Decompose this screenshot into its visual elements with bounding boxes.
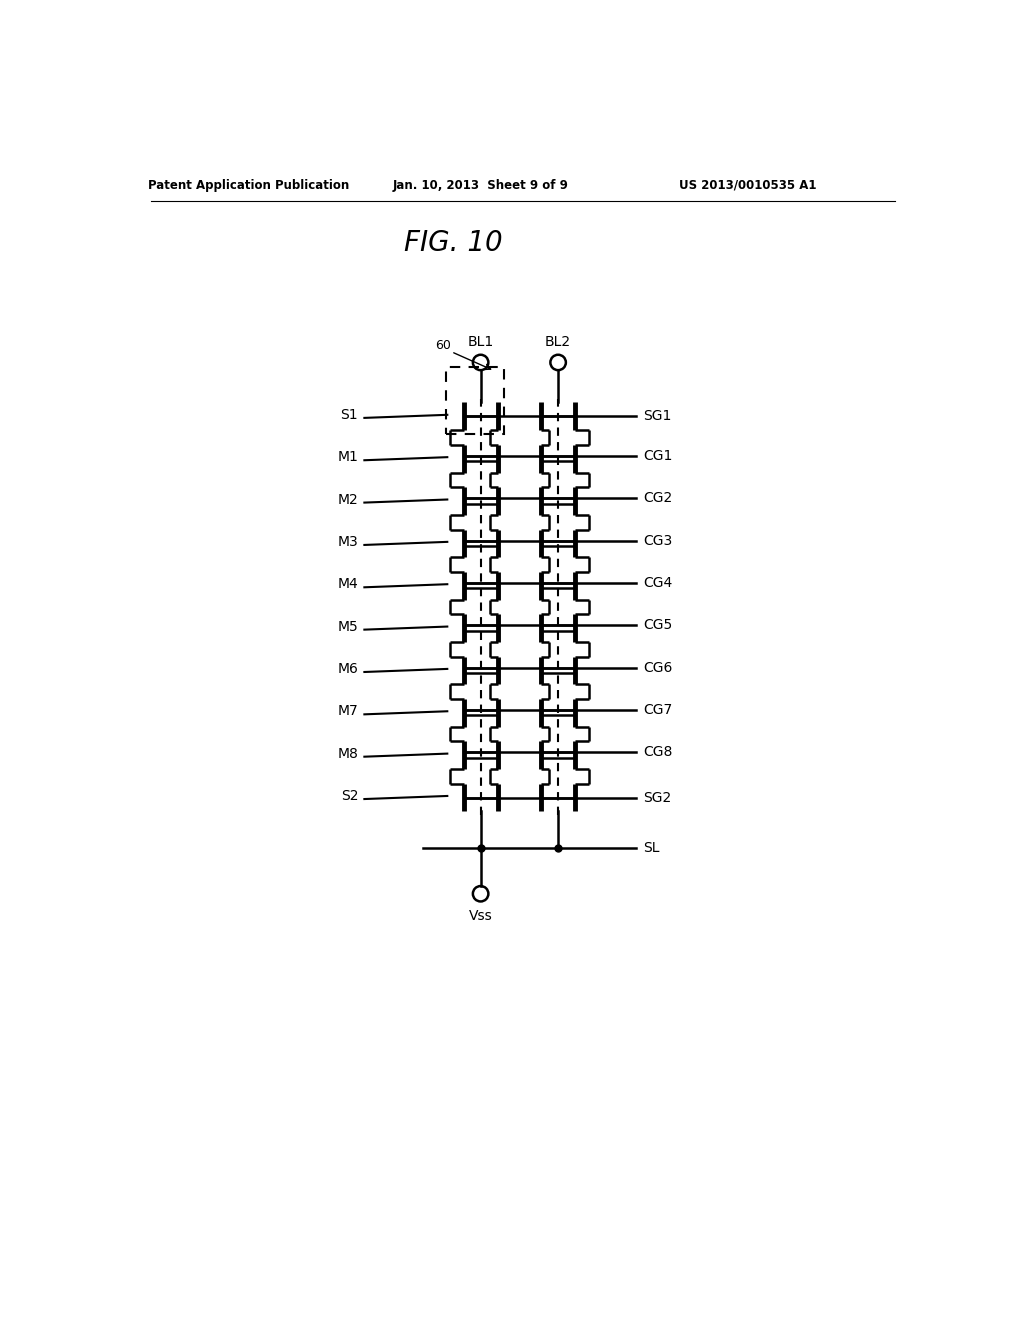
Text: M1: M1 [337,450,358,465]
Bar [445,367,504,434]
Text: M8: M8 [337,747,358,760]
Text: CG5: CG5 [643,618,673,632]
Text: S2: S2 [341,789,358,803]
Text: FIG. 10: FIG. 10 [404,230,503,257]
Text: CG7: CG7 [643,704,673,717]
Text: S1: S1 [341,408,358,422]
Text: BL1: BL1 [468,334,494,348]
Text: Patent Application Publication: Patent Application Publication [147,178,349,191]
Text: M2: M2 [338,492,358,507]
Text: 60: 60 [435,339,452,352]
Text: CG1: CG1 [643,449,673,463]
Text: M4: M4 [338,577,358,591]
Text: M7: M7 [338,705,358,718]
Text: BL2: BL2 [545,334,571,348]
Text: SL: SL [643,841,659,854]
Text: SG2: SG2 [643,791,672,804]
Text: CG3: CG3 [643,533,673,548]
Text: Jan. 10, 2013  Sheet 9 of 9: Jan. 10, 2013 Sheet 9 of 9 [392,178,568,191]
Text: Vss: Vss [469,909,493,923]
Text: CG6: CG6 [643,661,673,675]
Text: M6: M6 [337,661,358,676]
Text: US 2013/0010535 A1: US 2013/0010535 A1 [679,178,817,191]
Text: M5: M5 [338,619,358,634]
Text: SG1: SG1 [643,409,672,424]
Text: CG8: CG8 [643,746,673,759]
Text: CG2: CG2 [643,491,673,506]
Text: M3: M3 [338,535,358,549]
Text: CG4: CG4 [643,576,673,590]
